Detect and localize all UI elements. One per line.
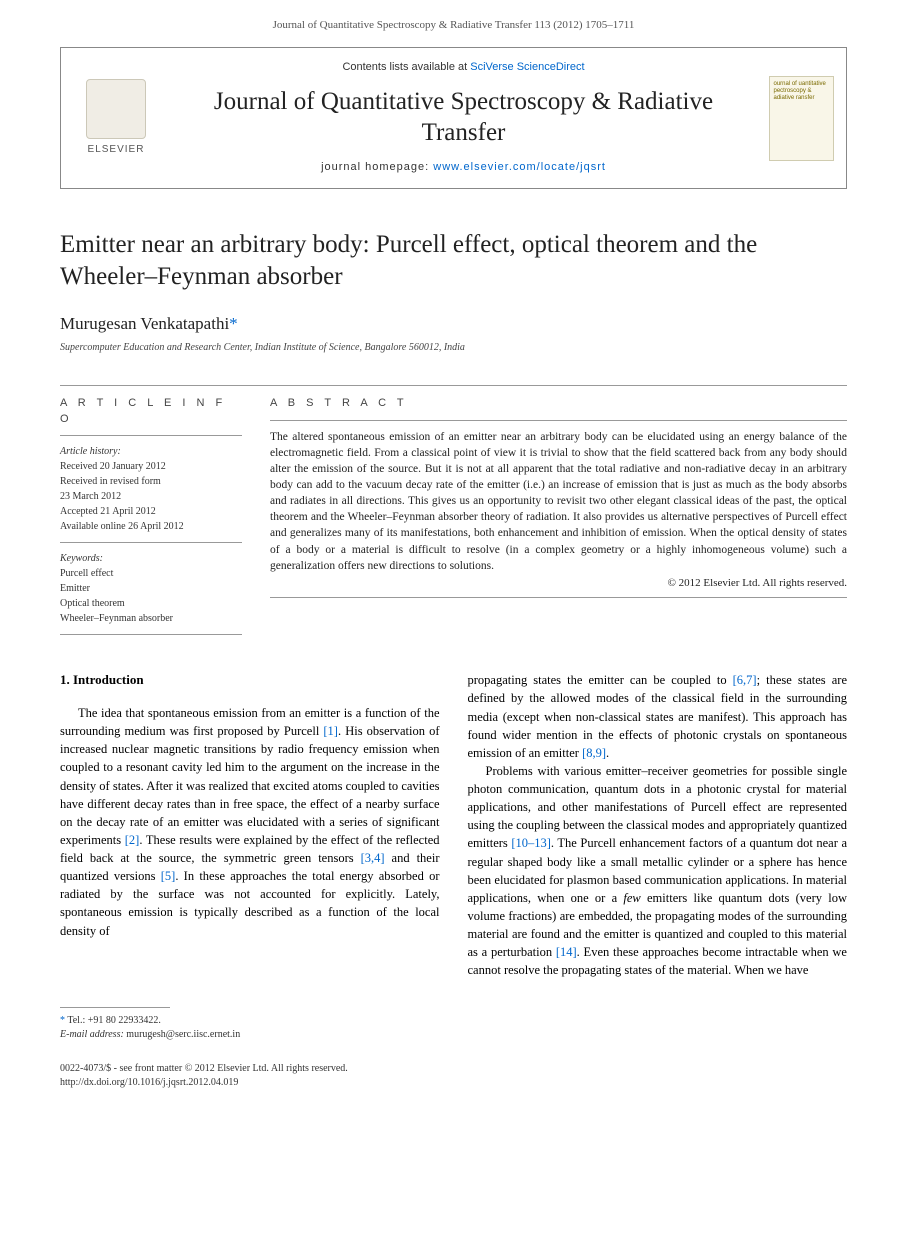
tel-number: +91 80 22933422. bbox=[88, 1015, 161, 1026]
keyword: Purcell effect bbox=[60, 566, 242, 581]
citation-link[interactable]: [14] bbox=[556, 945, 577, 959]
keywords-label: Keywords: bbox=[60, 551, 242, 566]
keyword: Optical theorem bbox=[60, 596, 242, 611]
online-date: Available online 26 April 2012 bbox=[60, 519, 242, 534]
article-info-label: A R T I C L E I N F O bbox=[60, 386, 242, 435]
received-date: Received 20 January 2012 bbox=[60, 459, 242, 474]
italic-word: few bbox=[623, 891, 640, 905]
header-citation: Journal of Quantitative Spectroscopy & R… bbox=[273, 19, 635, 31]
info-abstract-row: A R T I C L E I N F O Article history: R… bbox=[60, 385, 847, 635]
keyword: Emitter bbox=[60, 581, 242, 596]
homepage-link[interactable]: www.elsevier.com/locate/jqsrt bbox=[433, 161, 606, 173]
publisher-logo-box: ELSEVIER bbox=[61, 48, 171, 187]
masthead-center: Contents lists available at SciVerse Sci… bbox=[171, 48, 756, 187]
accepted-date: Accepted 21 April 2012 bbox=[60, 504, 242, 519]
journal-masthead: ELSEVIER Contents lists available at Sci… bbox=[60, 47, 847, 188]
corresponding-tel-line: * Tel.: +91 80 22933422. bbox=[60, 1014, 847, 1028]
homepage-line: journal homepage: www.elsevier.com/locat… bbox=[181, 160, 746, 175]
abstract-copyright: © 2012 Elsevier Ltd. All rights reserved… bbox=[270, 576, 847, 591]
homepage-prefix: journal homepage: bbox=[321, 161, 433, 173]
body-paragraph: The idea that spontaneous emission from … bbox=[60, 704, 440, 940]
abstract-column: A B S T R A C T The altered spontaneous … bbox=[270, 386, 847, 635]
body-column-right: propagating states the emitter can be co… bbox=[468, 671, 848, 979]
elsevier-tree-icon bbox=[86, 79, 146, 139]
elsevier-logo: ELSEVIER bbox=[76, 73, 156, 163]
abstract-label: A B S T R A C T bbox=[270, 386, 847, 419]
corresponding-email-line: E-mail address: murugesh@serc.iisc.ernet… bbox=[60, 1028, 847, 1042]
body-columns: 1. Introduction The idea that spontaneou… bbox=[60, 671, 847, 979]
keywords-block: Keywords: Purcell effect Emitter Optical… bbox=[60, 542, 242, 635]
affiliation: Supercomputer Education and Research Cen… bbox=[60, 341, 847, 355]
journal-cover-thumb: ournal of uantitative pectroscopy & adia… bbox=[769, 76, 834, 161]
journal-name: Journal of Quantitative Spectroscopy & R… bbox=[181, 86, 746, 149]
corresponding-author-mark: * bbox=[229, 314, 238, 333]
corresponding-footer: * Tel.: +91 80 22933422. E-mail address:… bbox=[60, 1007, 847, 1042]
sciencedirect-link[interactable]: SciVerse ScienceDirect bbox=[470, 61, 584, 73]
doi-link[interactable]: http://dx.doi.org/10.1016/j.jqsrt.2012.0… bbox=[60, 1076, 847, 1090]
contents-line: Contents lists available at SciVerse Sci… bbox=[181, 60, 746, 75]
citation-link[interactable]: [8,9] bbox=[582, 746, 606, 760]
front-matter-line: 0022-4073/$ - see front matter © 2012 El… bbox=[60, 1062, 847, 1076]
citation-link[interactable]: [3,4] bbox=[361, 851, 385, 865]
article-history-block: Article history: Received 20 January 201… bbox=[60, 435, 242, 542]
author-line: Murugesan Venkatapathi* bbox=[60, 312, 847, 336]
elsevier-label: ELSEVIER bbox=[88, 143, 145, 157]
doi-block: 0022-4073/$ - see front matter © 2012 El… bbox=[60, 1062, 847, 1090]
article-title: Emitter near an arbitrary body: Purcell … bbox=[60, 229, 847, 294]
article-info-column: A R T I C L E I N F O Article history: R… bbox=[60, 386, 270, 635]
history-label: Article history: bbox=[60, 444, 242, 459]
author-name: Murugesan Venkatapathi bbox=[60, 314, 229, 333]
abstract-bottom-rule bbox=[270, 597, 847, 598]
body-paragraph: Problems with various emitter–receiver g… bbox=[468, 762, 848, 980]
email-label: E-mail address: bbox=[60, 1029, 124, 1040]
section-heading-intro: 1. Introduction bbox=[60, 671, 440, 690]
citation-link[interactable]: [10–13] bbox=[511, 836, 551, 850]
citation-link[interactable]: [5] bbox=[161, 869, 176, 883]
citation-link[interactable]: [2] bbox=[125, 833, 140, 847]
keyword: Wheeler–Feynman absorber bbox=[60, 611, 242, 626]
citation-link[interactable]: [6,7] bbox=[733, 673, 757, 687]
cover-thumb-box: ournal of uantitative pectroscopy & adia… bbox=[756, 48, 846, 187]
revised-label: Received in revised form bbox=[60, 474, 242, 489]
running-header: Journal of Quantitative Spectroscopy & R… bbox=[0, 0, 907, 47]
citation-link[interactable]: [1] bbox=[323, 724, 338, 738]
body-column-left: 1. Introduction The idea that spontaneou… bbox=[60, 671, 440, 979]
abstract-text: The altered spontaneous emission of an e… bbox=[270, 420, 847, 574]
body-paragraph: propagating states the emitter can be co… bbox=[468, 671, 848, 762]
revised-date: 23 March 2012 bbox=[60, 489, 242, 504]
email-address: murugesh@serc.iisc.ernet.in bbox=[124, 1029, 240, 1040]
contents-prefix: Contents lists available at bbox=[342, 61, 470, 73]
footer-rule bbox=[60, 1007, 170, 1008]
